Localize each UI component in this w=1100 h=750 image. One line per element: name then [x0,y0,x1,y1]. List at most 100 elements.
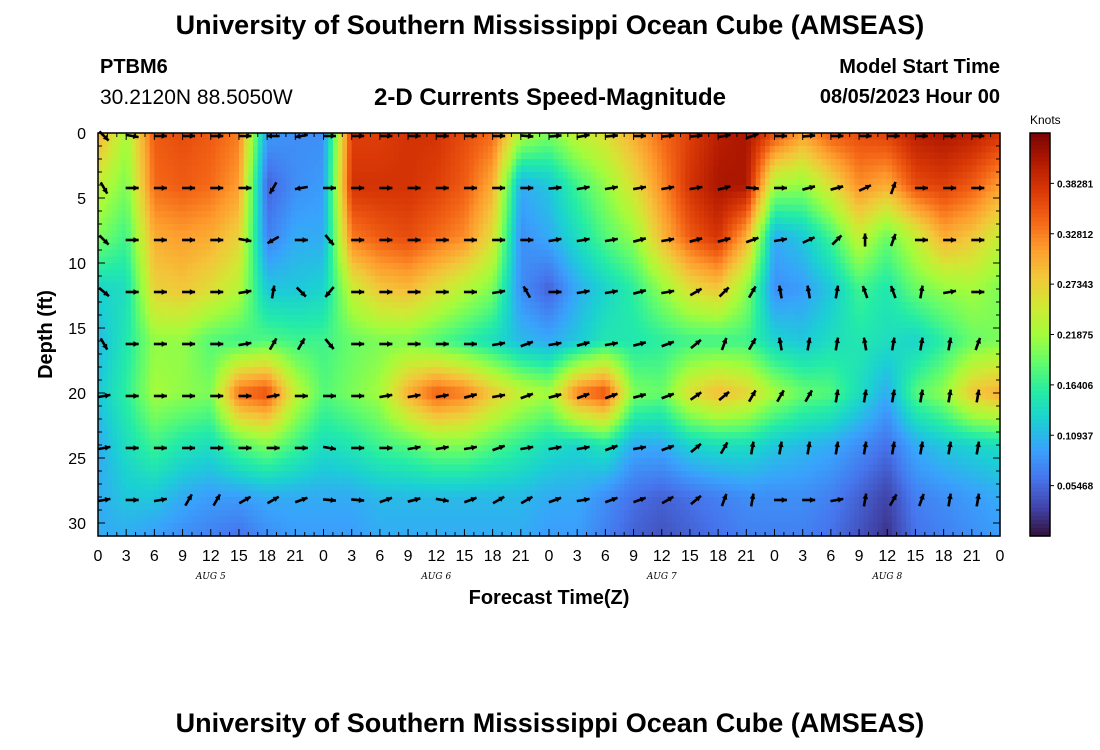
heatmap-cell [915,217,921,225]
heatmap-cell [901,146,907,154]
heatmap-cell [173,172,179,180]
heatmap-cell [309,289,315,297]
heatmap-cell [422,178,428,186]
heatmap-cell [694,146,700,154]
heatmap-cell [248,211,254,219]
heatmap-cell [389,263,395,271]
heatmap-cell [206,224,212,232]
heatmap-cell [469,152,475,160]
heatmap-cell [760,191,766,199]
heatmap-cell [478,165,484,173]
heatmap-cell [821,146,827,154]
heatmap-cell [657,185,663,193]
heatmap-cell [403,256,409,264]
heatmap-cell [699,139,705,147]
heatmap-cell [859,139,865,147]
heatmap-cell [633,282,639,290]
heatmap-cell [426,295,433,303]
heatmap-cell [487,295,494,303]
heatmap-cell [727,263,733,271]
heatmap-cell [943,295,949,303]
heatmap-cell [863,224,870,232]
heatmap-cell [736,224,743,232]
heatmap-cell [351,224,357,232]
heatmap-cell [600,256,606,264]
heatmap-cell [826,276,832,284]
heatmap-cell [403,243,409,251]
heatmap-cell [422,198,428,206]
heatmap-cell [177,289,184,297]
heatmap-cell [990,243,996,251]
heatmap-cell [699,276,705,284]
heatmap-cell [112,230,118,238]
heatmap-cell [257,198,264,206]
heatmap-cell [126,269,132,277]
heatmap-cell [844,165,851,173]
heatmap-cell [844,243,851,251]
heatmap-cell [403,191,409,199]
heatmap-cell [990,139,996,147]
heatmap-cell [304,250,311,258]
heatmap-cell [196,276,202,284]
heatmap-cell [516,211,522,219]
heatmap-cell [262,165,268,173]
heatmap-cell [375,185,381,193]
heatmap-cell [595,282,602,290]
heatmap-cell [628,230,635,238]
heatmap-cell [379,152,386,160]
heatmap-cell [206,282,212,290]
heatmap-cell [107,250,113,258]
heatmap-cell [379,282,386,290]
heatmap-cell [126,139,132,147]
heatmap-cell [487,282,494,290]
heatmap-cell [328,243,334,251]
heatmap-cell [647,159,653,167]
heatmap-cell [511,256,517,264]
heatmap-cell [948,178,954,186]
heatmap-cell [788,178,794,186]
heatmap-cell [924,230,931,238]
heatmap-cell [666,230,672,238]
heatmap-cell [877,237,884,245]
heatmap-cell [342,282,348,290]
heatmap-cell [483,217,489,225]
heatmap-cell [859,191,865,199]
heatmap-cell [511,276,517,284]
heatmap-cell [685,256,691,264]
heatmap-cell [121,237,127,245]
heatmap-cell [267,178,273,186]
heatmap-cell [783,282,790,290]
heatmap-cell [149,263,155,271]
heatmap-cell [121,230,127,238]
heatmap-cell [281,263,287,271]
heatmap-cell [976,269,982,277]
heatmap-cell [346,224,353,232]
heatmap-cell [478,191,484,199]
heatmap-cell [990,185,996,193]
heatmap-cell [300,191,306,199]
heatmap-cell [736,217,743,225]
heatmap-cell [159,276,165,284]
heatmap-cell [267,243,273,251]
heatmap-cell [534,178,541,186]
heatmap-cell [812,139,818,147]
heatmap-cell [971,269,978,277]
heatmap-cell [412,263,419,271]
heatmap-cell [591,159,597,167]
heatmap-cell [558,191,564,199]
heatmap-cell [788,139,794,147]
heatmap-cell [887,289,893,297]
heatmap-cell [516,269,522,277]
heatmap-cell [487,198,494,206]
heatmap-cell [774,217,780,225]
heatmap-cell [361,211,367,219]
heatmap-cell [807,276,813,284]
heatmap-cell [234,269,240,277]
heatmap-cell [844,289,851,297]
heatmap-cell [243,152,249,160]
heatmap-cell [98,146,104,154]
heatmap-cell [459,224,466,232]
heatmap-cell [337,185,343,193]
heatmap-cell [210,224,217,232]
heatmap-cell [938,165,945,173]
